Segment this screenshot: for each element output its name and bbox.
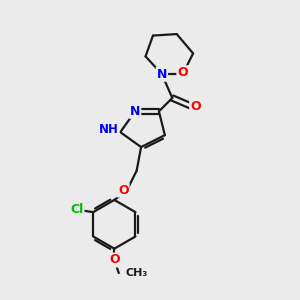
Text: O: O <box>190 100 201 113</box>
Text: Cl: Cl <box>70 202 83 216</box>
Text: N: N <box>157 68 167 81</box>
Text: O: O <box>109 254 120 266</box>
Text: NH: NH <box>99 123 119 136</box>
Text: O: O <box>118 184 129 196</box>
Text: O: O <box>177 66 188 79</box>
Text: CH₃: CH₃ <box>125 268 148 278</box>
Text: N: N <box>130 105 140 118</box>
